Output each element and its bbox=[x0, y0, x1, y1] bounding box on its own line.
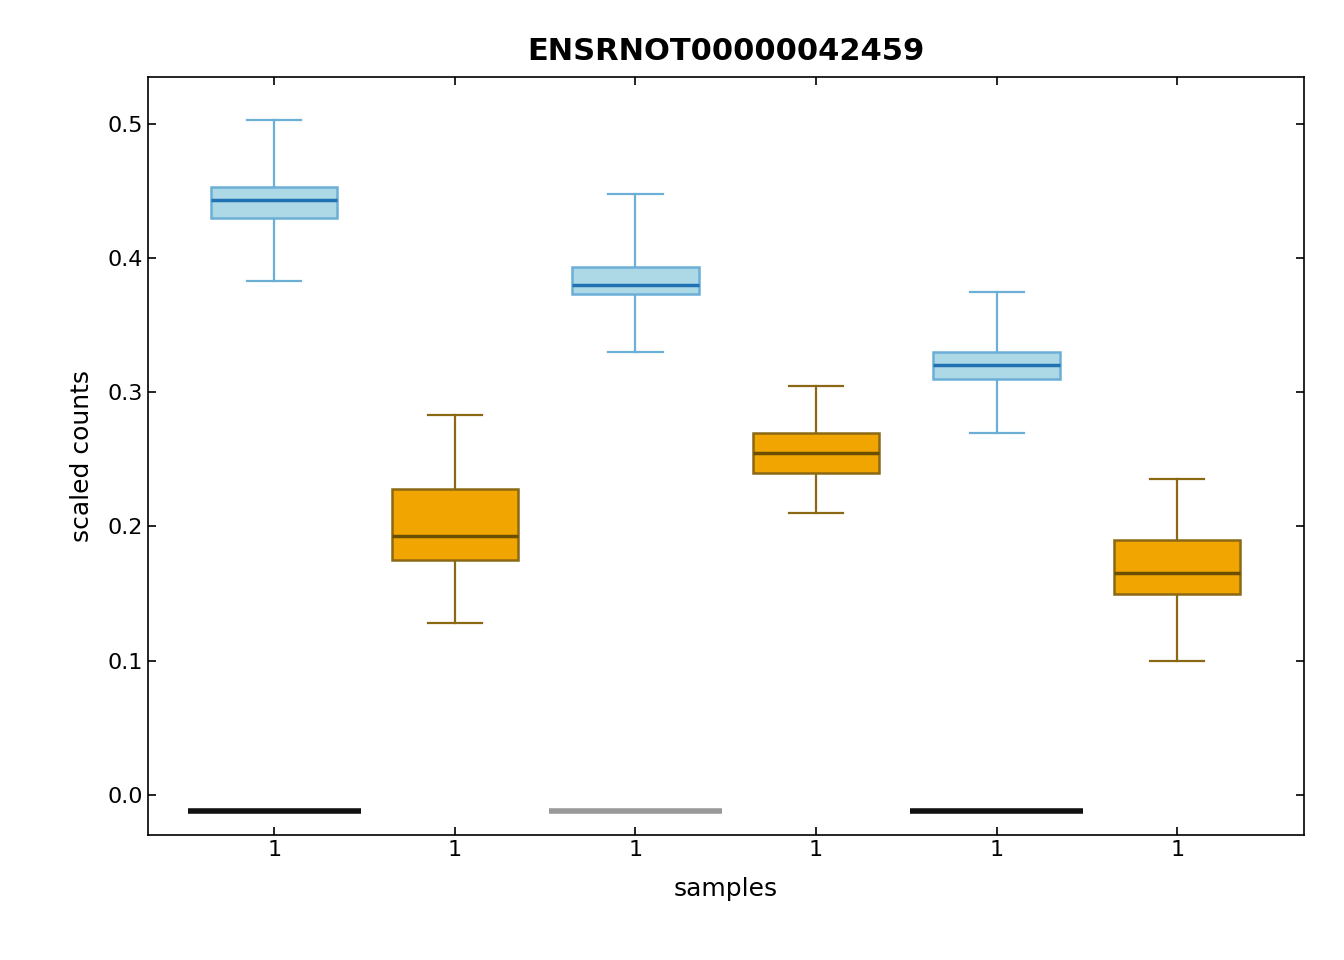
Bar bbox=[573, 268, 699, 295]
X-axis label: samples: samples bbox=[673, 876, 778, 900]
Bar bbox=[934, 352, 1060, 379]
Y-axis label: scaled counts: scaled counts bbox=[70, 370, 94, 542]
Bar bbox=[391, 489, 517, 560]
Bar bbox=[753, 433, 879, 472]
Bar bbox=[211, 187, 337, 218]
Bar bbox=[1114, 540, 1241, 593]
Title: ENSRNOT00000042459: ENSRNOT00000042459 bbox=[527, 37, 925, 66]
